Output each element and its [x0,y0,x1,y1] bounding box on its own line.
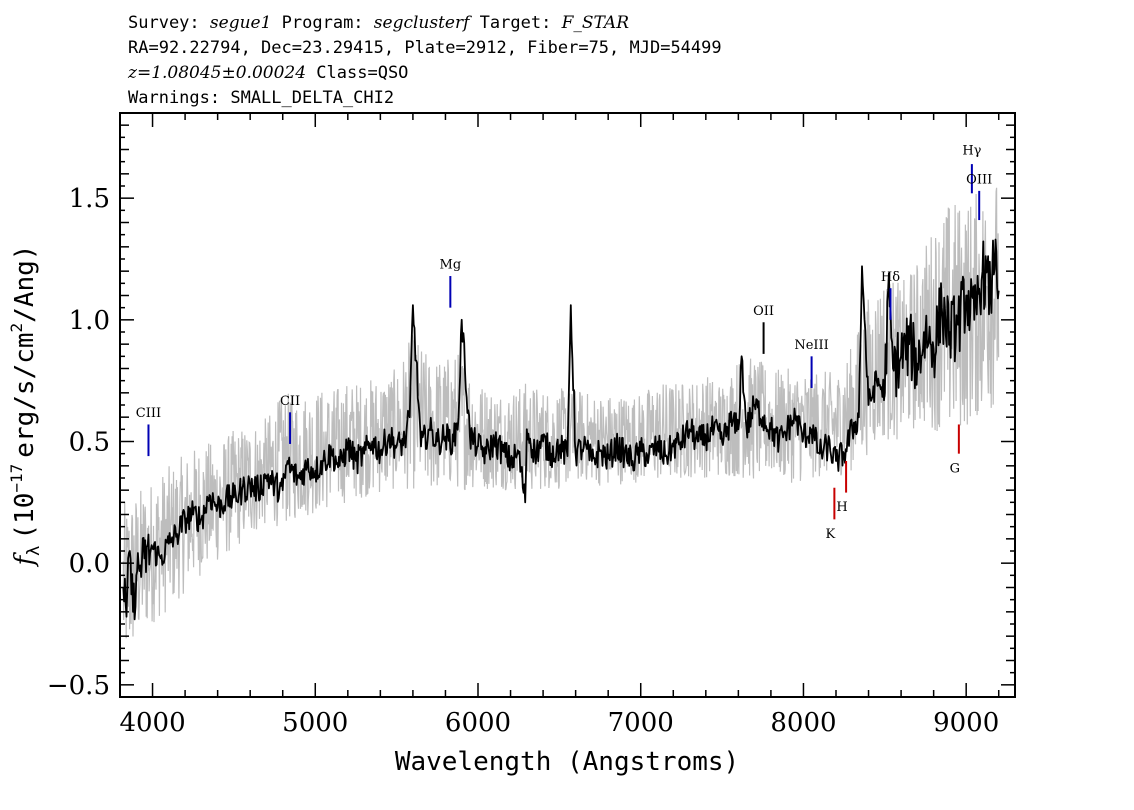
absorption-line-label: H [836,500,847,515]
y-axis-lambda: λ [24,546,44,556]
target-label: Target: [480,13,552,33]
y-tick-label: 0.0 [69,549,110,579]
y-axis-exponent: −17 [7,464,26,493]
y-tick-label: 1.5 [69,184,110,214]
x-tick-label: 6000 [445,708,511,738]
program-label: Program: [282,13,364,33]
x-axis-ticks: 4000 5000 6000 7000 8000 9000 [119,113,1000,738]
target-value: F_STAR [561,13,630,33]
emission-line-label: CII [280,394,300,409]
flux-line [122,238,1000,621]
survey-value: segue1 [210,13,272,33]
emission-line-label: Hγ [962,143,981,158]
emission-line-label: CIII [136,406,161,421]
x-axis-title: Wavelength (Angstroms) [395,747,739,777]
header-line-1: Survey: segue1 Program: segclusterf Targ… [128,13,629,33]
header-line-2: RA=92.22794, Dec=23.29415, Plate=2912, F… [128,38,722,58]
redshift-value: z=1.08045±0.00024 [127,63,306,83]
class-value: Class=QSO [316,63,408,83]
absorption-line-label: G [950,461,960,476]
emission-line-label: Mg [440,258,462,273]
header-line-3: z=1.08045±0.00024 Class=QSO [127,63,408,83]
emission-line-label: OII [753,304,774,319]
emission-line-label: Hδ [881,270,900,285]
header: Survey: segue1 Program: segclusterf Targ… [127,13,722,108]
noise-envelope-line [122,187,1000,639]
x-tick-label: 4000 [119,708,185,738]
y-tick-label: 1.0 [69,306,110,336]
y-axis-exponent-2: 2 [7,323,26,333]
program-value: segclusterf [374,13,472,33]
emission-line-label: OIII [966,173,992,188]
y-tick-label: −0.5 [47,671,110,701]
y-axis-units: erg/s/cm [10,332,40,457]
x-tick-label: 5000 [282,708,348,738]
x-tick-label: 9000 [933,708,999,738]
noise-envelope [122,187,1000,639]
y-axis-units-end: /Ang) [10,245,40,323]
y-axis-title-text: fλ(10−17erg/s/cm2/Ang) [7,245,44,568]
y-axis-title: fλ(10−17erg/s/cm2/Ang) [7,245,44,568]
absorption-line-label: K [826,527,836,542]
emission-line-label: NeIII [794,338,828,353]
y-axis-base: (10 [10,493,40,540]
y-axis-ticks: −0.5 0.0 0.5 1.0 1.5 [47,112,1015,701]
survey-label: Survey: [128,13,200,33]
spectral-line-markers: CIII CII Mg OII NeIII Hδ Hγ OIII KH G [136,143,992,542]
plot-frame [119,112,1016,698]
x-tick-label: 8000 [770,708,836,738]
y-tick-label: 0.5 [69,428,110,458]
flux-series [122,238,1000,621]
x-tick-label: 7000 [608,708,674,738]
header-line-4: Warnings: SMALL_DELTA_CHI2 [128,88,394,108]
